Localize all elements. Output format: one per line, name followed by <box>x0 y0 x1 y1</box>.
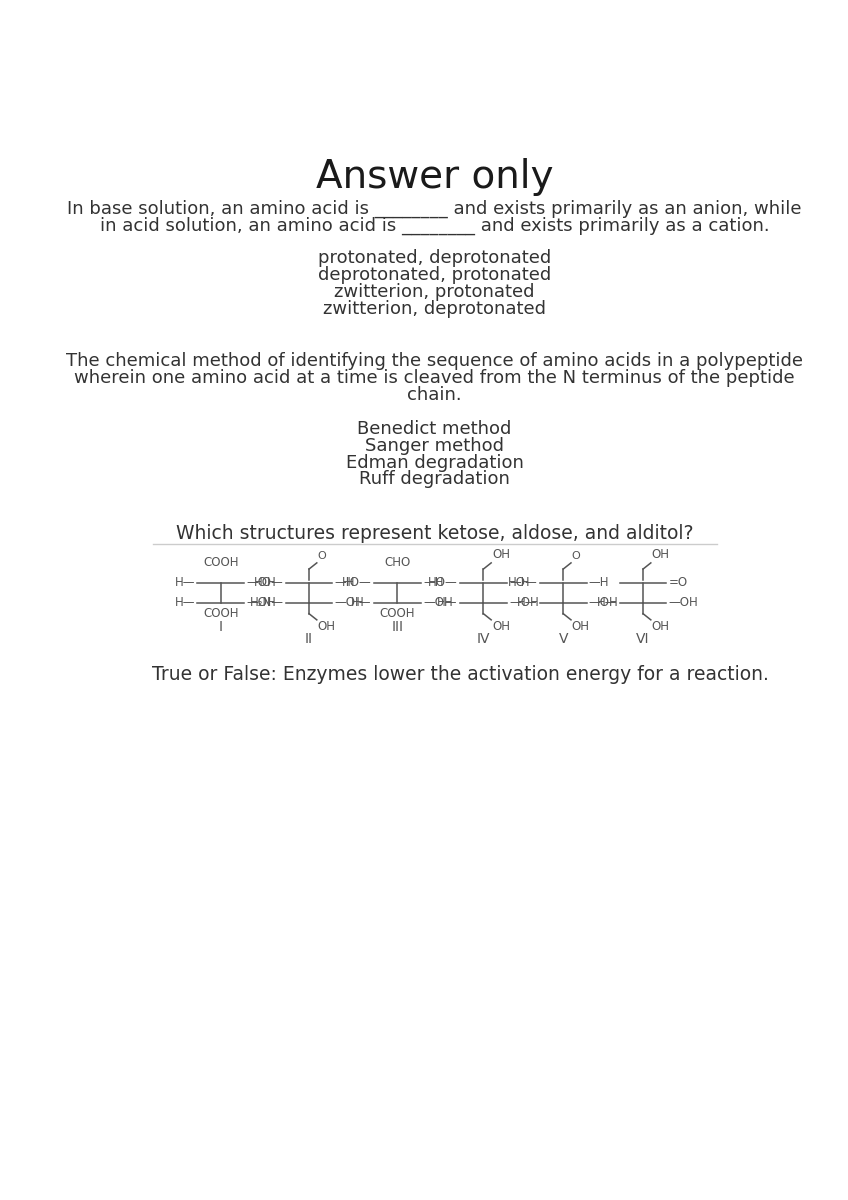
Text: H—: H— <box>438 596 458 610</box>
Text: H—: H— <box>597 596 617 610</box>
Text: zwitterion, protonated: zwitterion, protonated <box>334 283 535 301</box>
Text: IV: IV <box>477 632 490 646</box>
Text: OH: OH <box>492 548 510 562</box>
Text: HO—: HO— <box>342 576 371 589</box>
Text: wherein one amino acid at a time is cleaved from the N terminus of the peptide: wherein one amino acid at a time is clea… <box>75 368 795 386</box>
Text: Which structures represent ketose, aldose, and alditol?: Which structures represent ketose, aldos… <box>176 524 694 544</box>
Text: O: O <box>317 551 326 562</box>
Text: —H: —H <box>335 576 355 589</box>
Text: Answer only: Answer only <box>315 158 554 196</box>
Text: —OH: —OH <box>246 576 276 589</box>
Text: OH: OH <box>651 548 670 562</box>
Text: CHO: CHO <box>384 556 410 569</box>
Text: II: II <box>305 632 313 646</box>
Text: —OH: —OH <box>509 596 538 610</box>
Text: V: V <box>559 632 568 646</box>
Text: VI: VI <box>636 632 650 646</box>
Text: Benedict method: Benedict method <box>357 420 512 438</box>
Text: COOH: COOH <box>380 607 416 619</box>
Text: OH: OH <box>317 620 336 632</box>
Text: deprotonated, protonated: deprotonated, protonated <box>318 266 551 284</box>
Text: H—: H— <box>351 596 371 610</box>
Text: —H: —H <box>423 576 444 589</box>
Text: H—: H— <box>517 596 538 610</box>
Text: III: III <box>392 620 404 634</box>
Text: —H: —H <box>509 576 529 589</box>
Text: H—: H— <box>175 596 195 610</box>
Text: Edman degradation: Edman degradation <box>346 454 523 472</box>
Text: COOH: COOH <box>203 556 238 569</box>
Text: Sanger method: Sanger method <box>365 437 504 455</box>
Text: HO—: HO— <box>254 576 283 589</box>
Text: =O: =O <box>669 576 688 589</box>
Text: H₂N—: H₂N— <box>249 596 283 610</box>
Text: —OH: —OH <box>423 596 453 610</box>
Text: zwitterion, deprotonated: zwitterion, deprotonated <box>323 300 546 318</box>
Text: —H: —H <box>589 576 610 589</box>
Text: True or False: Enzymes lower the activation energy for a reaction.: True or False: Enzymes lower the activat… <box>153 665 769 684</box>
Text: O: O <box>572 551 581 562</box>
Text: OH: OH <box>651 620 670 632</box>
Text: Ruff degradation: Ruff degradation <box>360 470 510 488</box>
Text: HO—: HO— <box>428 576 458 589</box>
Text: In base solution, an amino acid is ________ and exists primarily as an anion, wh: In base solution, an amino acid is _____… <box>67 199 802 217</box>
Text: HO—: HO— <box>508 576 538 589</box>
Text: COOH: COOH <box>203 607 238 619</box>
Text: —OH: —OH <box>669 596 699 610</box>
Text: —OH: —OH <box>246 596 276 610</box>
Text: protonated, deprotonated: protonated, deprotonated <box>318 250 551 268</box>
Text: H—: H— <box>175 576 195 589</box>
Text: —OH: —OH <box>335 596 365 610</box>
Text: —OH: —OH <box>589 596 618 610</box>
Text: in acid solution, an amino acid is ________ and exists primarily as a cation.: in acid solution, an amino acid is _____… <box>100 216 769 235</box>
Text: OH: OH <box>492 620 510 632</box>
Text: The chemical method of identifying the sequence of amino acids in a polypeptide: The chemical method of identifying the s… <box>66 352 803 370</box>
Text: I: I <box>219 620 223 634</box>
Text: chain.: chain. <box>407 385 462 403</box>
Text: OH: OH <box>572 620 589 632</box>
